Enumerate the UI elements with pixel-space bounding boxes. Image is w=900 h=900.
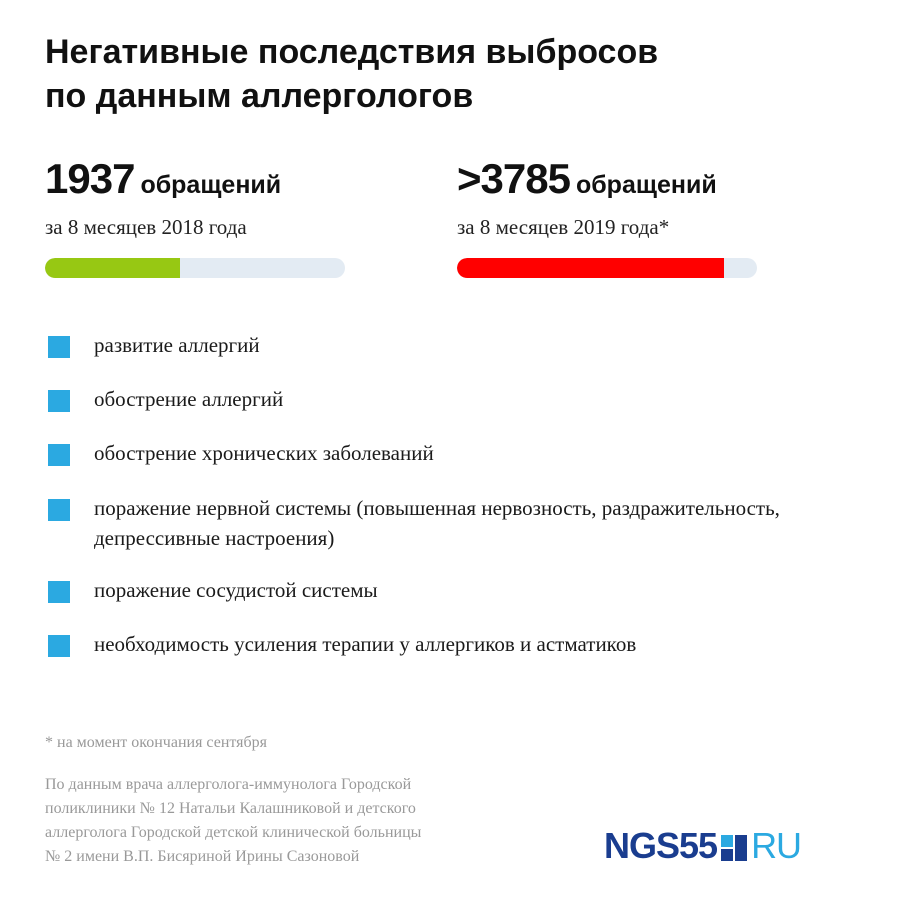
source-note: По данным врача аллерголога-иммунолога Г… bbox=[45, 773, 585, 869]
square-bullet-icon bbox=[48, 635, 70, 657]
stat-2019-period: за 8 месяцев 2019 года* bbox=[457, 215, 670, 239]
stat-2018-period: за 8 месяцев 2018 года bbox=[45, 215, 247, 239]
square-bullet-icon bbox=[48, 390, 70, 412]
logo-squares-icon bbox=[721, 835, 748, 861]
square-bullet-icon bbox=[48, 581, 70, 603]
title-line-1: Негативные последствия выбросов bbox=[45, 33, 659, 71]
source-line-4: № 2 имени В.П. Бисяриной Ирины Сазоновой bbox=[45, 848, 360, 865]
footnote: * на момент окончания сентября bbox=[45, 734, 268, 751]
progress-bar-2019 bbox=[457, 258, 757, 278]
source-line-2: поликлиники № 12 Натальи Калашниковой и … bbox=[45, 800, 416, 817]
list-item-text: обострение хронических заболеваний bbox=[94, 441, 434, 465]
ngs55-logo: NGS55 RU bbox=[604, 825, 802, 866]
list-item-text: поражение нервной системы (повышенная не… bbox=[94, 496, 780, 550]
stat-2019-unit: обращений bbox=[575, 171, 717, 199]
list-item-text: необходимость усиления терапии у аллерги… bbox=[94, 632, 637, 656]
logo-text-ru: RU bbox=[751, 825, 802, 866]
progress-bar-2018 bbox=[45, 258, 345, 278]
progress-fill-2018 bbox=[45, 258, 180, 278]
logo-text-ngs55: NGS55 bbox=[604, 825, 718, 866]
list-item-text: поражение сосудистой системы bbox=[94, 578, 378, 602]
page-title: Негативные последствия выбросов по данны… bbox=[45, 30, 865, 118]
stat-2018-number: 1937 bbox=[45, 155, 135, 202]
square-bullet-icon bbox=[48, 444, 70, 466]
list-item-text: обострение аллергий bbox=[94, 387, 284, 411]
square-bullet-icon bbox=[48, 499, 70, 521]
list-item-text: развитие аллергий bbox=[94, 333, 260, 357]
source-line-3: аллерголога Городской детской клиническо… bbox=[45, 824, 422, 841]
source-line-1: По данным врача аллерголога-иммунолога Г… bbox=[45, 776, 412, 793]
stat-2019-number: >3785 bbox=[457, 155, 571, 202]
stat-2019: >3785 обращений за 8 месяцев 2019 года* bbox=[457, 156, 777, 240]
square-bullet-icon bbox=[48, 336, 70, 358]
stat-2018: 1937 обращений за 8 месяцев 2018 года bbox=[45, 156, 365, 240]
stat-2018-unit: обращений bbox=[140, 171, 282, 199]
progress-fill-2019 bbox=[457, 258, 724, 278]
title-line-2: по данным аллергологов bbox=[45, 77, 474, 115]
